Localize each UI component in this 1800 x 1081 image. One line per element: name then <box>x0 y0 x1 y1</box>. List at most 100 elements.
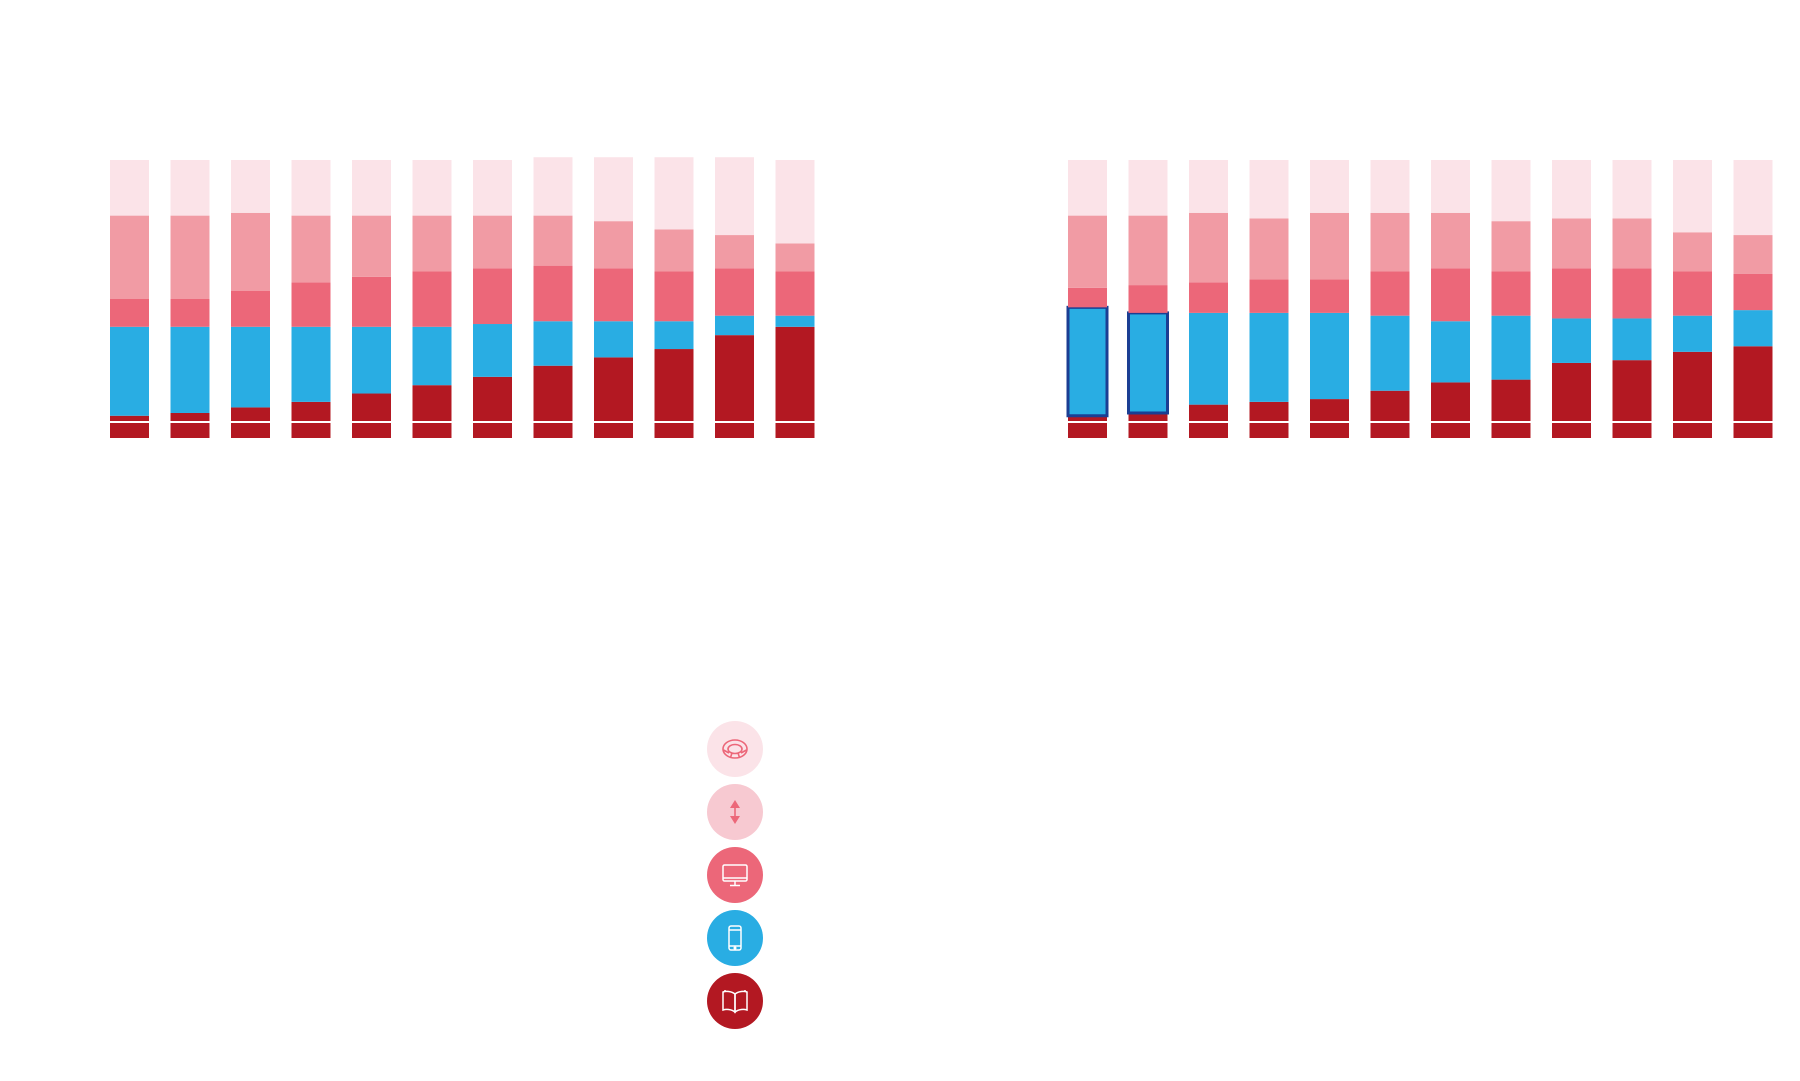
bar-segment-computer <box>1733 273 1773 311</box>
bar-segment-mobile <box>1310 312 1349 400</box>
bar-segment-print <box>1552 362 1591 438</box>
bar-segment-print <box>1612 360 1652 438</box>
bar-segment-mobile <box>1552 318 1591 363</box>
bar-segment-computer <box>1431 268 1470 322</box>
bar-segment-mobile <box>1127 311 1169 415</box>
bar-segment-car <box>110 160 149 216</box>
bar-segment-car <box>594 157 633 222</box>
bar-segment-other <box>1128 215 1168 286</box>
bar-segment-other <box>1612 218 1652 269</box>
bar-segment-other <box>291 215 331 283</box>
bar-segment-print <box>110 415 149 438</box>
bar-segment-car <box>715 157 754 236</box>
bar-segment-car <box>352 160 391 216</box>
bar-segment-mobile <box>1189 312 1228 405</box>
bar-segment-mobile <box>170 326 210 413</box>
bar-segment-other <box>775 243 815 272</box>
bar-segment-print <box>1128 412 1168 438</box>
bar-segment-computer <box>1673 271 1712 316</box>
bar-segment-car <box>1552 160 1591 219</box>
bar-segment-car <box>1491 160 1531 222</box>
bar-segment-other <box>352 215 391 277</box>
bar-segment-car <box>170 160 210 216</box>
bar-segment-other <box>1491 221 1531 272</box>
bar-segment-other <box>1431 212 1470 269</box>
bar-segment-other <box>170 215 210 299</box>
bar-segment-car <box>654 157 694 230</box>
bar-segment-car <box>231 160 270 213</box>
bar-segment-print <box>594 357 633 438</box>
bar-segment-print <box>1431 382 1470 438</box>
bar-segment-mobile <box>1066 305 1109 418</box>
bar-segment-other <box>1370 212 1410 272</box>
bar-segment-mobile <box>1612 318 1652 361</box>
bar-segment-mobile <box>1370 315 1410 391</box>
bar-segment-mobile <box>1249 312 1289 402</box>
bar-segment-car <box>775 160 815 244</box>
legend-item-car <box>707 721 763 777</box>
bar-segment-computer <box>594 268 633 322</box>
bar-segment-car <box>1370 160 1410 213</box>
bar-segment-other <box>533 215 573 266</box>
bar-segment-computer <box>1552 268 1591 319</box>
bar-segment-computer <box>654 271 694 322</box>
bar-segment-print <box>412 385 452 438</box>
bar-segment-car <box>291 160 331 216</box>
bar-segment-other <box>231 212 270 291</box>
bar-segment-mobile <box>291 326 331 402</box>
bar-segment-print <box>654 349 694 438</box>
bar-segment-print <box>533 365 573 438</box>
bar-segment-car <box>533 157 573 216</box>
bar-segment-computer <box>1068 287 1107 308</box>
bar-segment-car <box>1189 160 1228 213</box>
bar-segment-computer <box>1491 271 1531 316</box>
bar-segment-other <box>1552 218 1591 269</box>
bar-segment-mobile <box>412 326 452 386</box>
bar-segment-computer <box>1249 279 1289 313</box>
bar-segment-print <box>1310 399 1349 438</box>
bar-segment-mobile <box>533 321 573 366</box>
bar-segment-mobile <box>775 315 815 327</box>
bar-segment-other <box>715 235 754 269</box>
bar-segment-computer <box>1612 268 1652 319</box>
bar-segment-computer <box>715 268 754 316</box>
bar-segment-print <box>715 335 754 438</box>
bar-segment-mobile <box>352 326 391 394</box>
bar-segment-print <box>1249 401 1289 438</box>
bar-segment-computer <box>1128 285 1168 313</box>
smartphone-icon <box>728 925 742 951</box>
bar-segment-computer <box>1310 279 1349 313</box>
stacked-bar-chart-left <box>110 157 815 438</box>
bar-segment-other <box>473 215 512 269</box>
bar-segment-other <box>654 229 694 272</box>
bar-segment-computer <box>352 276 391 327</box>
open-book-icon <box>722 990 748 1014</box>
bar-segment-print <box>1733 346 1773 438</box>
bar-segment-mobile <box>1673 315 1712 352</box>
bar-segment-computer <box>170 299 210 327</box>
bar-segment-other <box>1189 212 1228 283</box>
bar-segment-other <box>1673 232 1712 272</box>
bar-segment-computer <box>412 271 452 327</box>
bar-segment-mobile <box>594 321 633 358</box>
bar-segment-mobile <box>110 326 149 416</box>
bar-segment-mobile <box>715 315 754 336</box>
bar-segment-car <box>1612 160 1652 219</box>
bar-segment-computer <box>1189 282 1228 313</box>
bar-segment-computer <box>775 271 815 316</box>
bar-segment-computer <box>231 290 270 327</box>
bar-segment-car <box>412 160 452 216</box>
legend <box>707 721 763 1036</box>
bar-segment-print <box>170 412 210 438</box>
bar-segment-mobile <box>1491 315 1531 380</box>
bar-segment-mobile <box>231 326 270 408</box>
bar-segment-computer <box>533 265 573 322</box>
bar-segment-print <box>775 326 815 438</box>
bar-segment-print <box>291 401 331 438</box>
bar-segment-car <box>473 160 512 216</box>
bar-segment-other <box>1068 215 1107 288</box>
bar-segment-print <box>352 393 391 438</box>
bar-segment-other <box>1249 218 1289 280</box>
bar-segment-computer <box>291 282 331 327</box>
